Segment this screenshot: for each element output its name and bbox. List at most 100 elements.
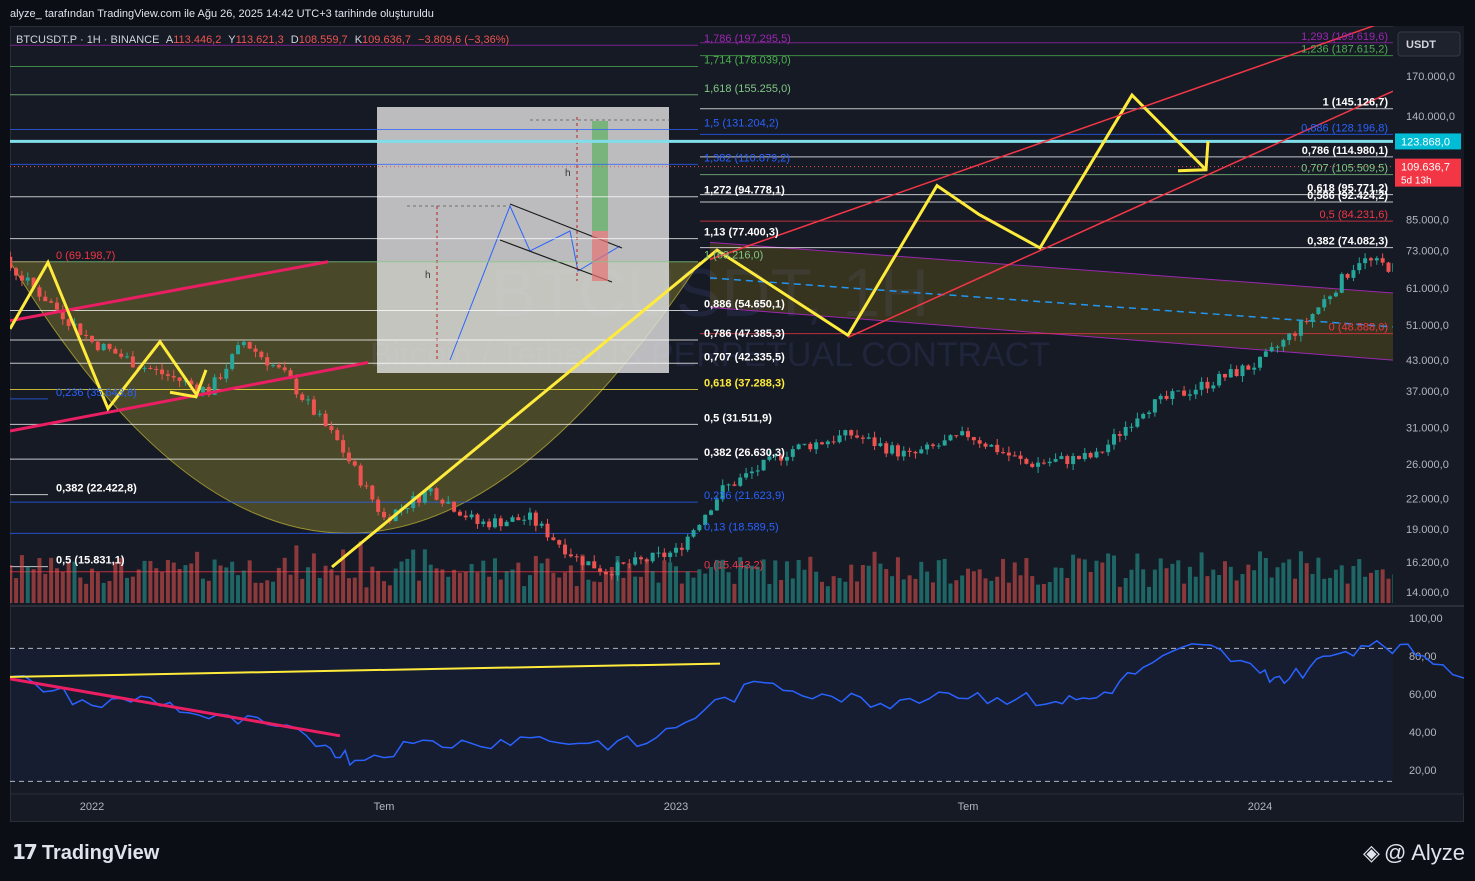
volume-bar [831,576,836,603]
candle-body [1304,321,1309,323]
volume-bar [936,560,941,603]
candle-body [563,544,568,555]
candle-body [907,450,912,452]
fib-left-label: 0,382 (22.422,8) [56,483,137,495]
volume-bar [1211,569,1216,603]
volume-bar [948,583,953,603]
volume-bar [720,559,725,603]
candle-body [948,435,953,441]
ohlc-low: 108.559,7 [298,34,348,46]
fib-mid-label: 1,786 (197.295,5) [704,33,791,45]
fib-mid-label: 0,236 (21.623,9) [704,490,785,502]
fib-mid-label: 0 (15.443,2) [704,560,763,572]
volume-bar [1059,567,1064,603]
volume-bar [802,569,807,603]
volume-bar [1351,565,1356,603]
author-name: @ Alyze [1383,840,1465,865]
candle-body [148,367,153,369]
candle-body [1012,455,1017,457]
volume-bar [446,576,451,603]
candle-body [452,501,457,512]
candle-body [440,499,445,504]
candle-body [329,426,334,431]
price-axis-bg [1393,26,1464,796]
volume-bar [545,558,550,603]
volume-bar [1036,584,1041,603]
volume-bar [90,568,94,603]
candle-body [84,334,89,336]
candle-body [265,357,270,366]
volume-bar [563,572,568,603]
volume-bar [1258,551,1262,603]
candle-body [539,523,544,526]
volume-bar [1287,559,1292,603]
volume-bar [382,581,386,603]
candle-body [1182,390,1187,396]
volume-bar [528,575,532,603]
chart-canvas[interactable]: BTCUSDT, 1H Bitcoin / TetherUS PERPETUAL… [10,26,1464,822]
volume-bar [49,557,54,603]
volume-bar [586,579,591,603]
candle-body [995,444,1000,453]
volume-bar [1333,569,1338,603]
candle-body [1112,434,1116,445]
volume-bar [1310,573,1315,603]
volume-bar [860,564,865,603]
volume-bar [130,576,135,603]
volume-bar [1012,562,1017,603]
rsi-tick-label: 20,00 [1409,765,1437,777]
candle-body [1240,365,1245,377]
symbol-name[interactable]: BTCUSDT.P · 1H · BINANCE [16,34,160,46]
volume-bar [440,569,445,603]
volume-bar [370,566,375,603]
candle-body [1170,391,1175,399]
ohlc-high: 113.621,3 [235,34,284,46]
candle-body [236,345,240,355]
price-tick-label: 85.000,0 [1406,214,1449,226]
volume-bar [200,578,205,603]
volume-bar [516,562,521,603]
volume-bar [755,566,760,603]
ohlc-close-label: K [354,34,363,46]
brand-name: TradingView [41,842,160,864]
candle-body [271,365,276,367]
volume-bar [522,586,527,603]
candle-body [171,375,176,378]
volume-bar [487,576,492,603]
candle-body [37,287,42,297]
rsi-pink-trend [10,677,341,738]
volume-bar [481,560,486,603]
candle-body [1123,426,1128,436]
volume-bar [901,579,906,603]
rsi-tick-label: 60,00 [1409,689,1437,701]
volume-bar [1053,567,1058,603]
candle-body [802,443,807,445]
rsi-band [10,648,1393,782]
candle-body [95,341,100,351]
candle-body [1328,296,1333,300]
candle-body [49,301,54,303]
volume-bar [580,554,585,603]
candle-body [1106,444,1111,453]
candle-body [989,444,994,447]
candle-body [1059,456,1064,460]
candle-body [119,353,124,357]
volume-bar [685,571,690,603]
volume-bar [977,569,982,603]
fib-right-label: 0,707 (105.509,5) [1301,163,1388,175]
volume-bar [1363,576,1368,603]
candle-body [1351,270,1356,278]
candle-body [60,309,65,320]
volume-bar [271,581,276,603]
candle-body [913,451,918,454]
candle-body [1298,321,1303,336]
volume-bar [19,555,24,603]
attribution-text: alyze_ tarafından TradingView.com ile Ağ… [10,8,434,20]
candle-body [154,368,159,370]
tradingview-logo[interactable]: 17 TradingView [12,840,159,865]
volume-bar [872,551,877,603]
volume-bar [790,578,795,603]
volume-bar [971,571,976,603]
volume-bar [890,576,895,603]
candle-body [1205,381,1210,389]
